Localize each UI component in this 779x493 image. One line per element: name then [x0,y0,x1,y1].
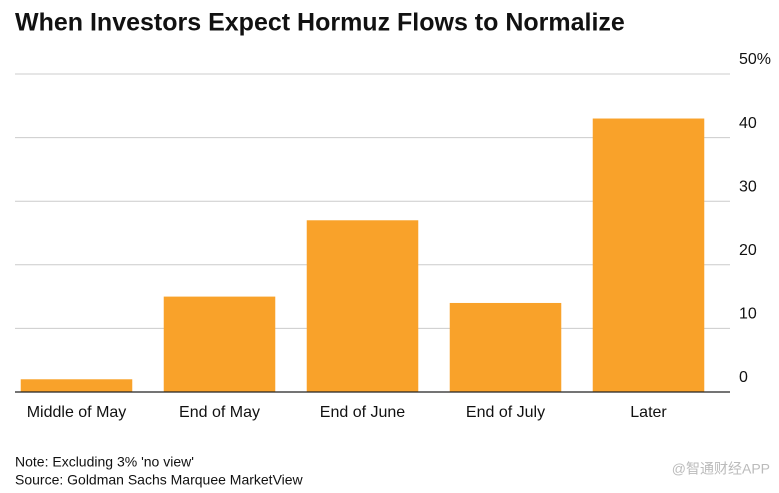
x-tick-label: End of June [320,404,406,421]
note: Note: Excluding 3% 'no view' [15,454,194,470]
bar [592,118,705,393]
source: Source: Goldman Sachs Marquee MarketView [15,472,304,488]
x-tick-label: End of July [466,404,545,421]
x-tick-label: End of May [179,404,260,421]
bar [449,302,562,392]
y-tick-label: 0 [739,369,748,386]
y-tick-label: 50% [739,51,771,68]
watermark: @智通财经APP [672,461,770,477]
bar [306,220,419,392]
y-tick-label: 20 [739,242,757,259]
chart-title: When Investors Expect Hormuz Flows to No… [15,9,625,37]
x-tick-label: Later [630,404,667,421]
y-tick-label: 10 [739,306,757,323]
x-tick-label: Middle of May [27,404,127,421]
y-tick-label: 30 [739,178,757,195]
bar [163,296,276,392]
bar [20,379,133,392]
y-tick-label: 40 [739,115,757,132]
